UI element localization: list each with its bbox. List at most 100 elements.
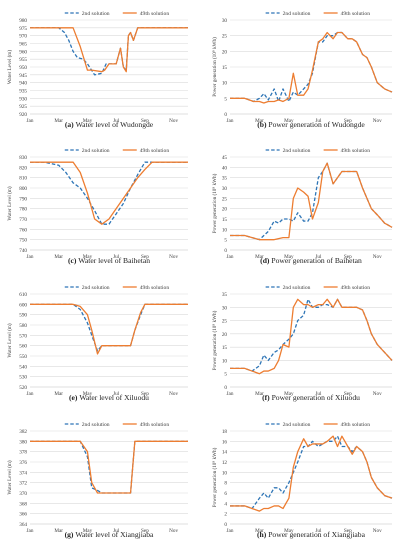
caption-text: Power generation of Xiluodu: [272, 393, 361, 402]
caption-text: Water level of Xiangjiaba: [75, 530, 154, 539]
x-tick-label: Nov: [373, 528, 382, 534]
legend-entry: 49th solution: [140, 422, 170, 428]
caption-letter: (f): [262, 393, 272, 402]
x-tick-label: Jan: [27, 391, 34, 397]
x-tick-label: Mar: [255, 391, 264, 397]
y-axis-label: Power generation (10⁸ kWh): [211, 447, 218, 507]
y-axis-label: Water Level (m): [6, 460, 13, 494]
y-tick-label: 945: [19, 73, 27, 79]
legend-entry: 49th solution: [341, 285, 371, 291]
y-tick-label: 0: [224, 385, 227, 391]
x-tick-label: Nov: [373, 391, 382, 397]
series-line-solution-2: [30, 303, 188, 352]
x-tick-label: Sep: [344, 528, 352, 534]
y-tick-label: 800: [19, 186, 27, 192]
x-tick-label: Mar: [255, 528, 264, 534]
chart-panel-h: 0 2 4 6 8 10 12 14 16 18 Jan Mar May Jul Sep Nov Power g…: [211, 422, 393, 539]
x-tick-label: May: [284, 528, 294, 534]
series-line-solution-49: [230, 435, 393, 512]
legend-entry: 2nd solution: [283, 285, 311, 291]
y-tick-label: 810: [19, 176, 27, 182]
caption-letter: (g): [65, 530, 76, 539]
x-tick-label: May: [83, 528, 93, 534]
legend-entry: 2nd solution: [82, 11, 110, 17]
y-tick-label: 570: [19, 333, 27, 339]
y-tick-label: 376: [19, 460, 27, 466]
x-tick-label: May: [83, 118, 93, 124]
series-line-solution-2: [230, 435, 393, 510]
y-tick-label: 25: [222, 34, 228, 40]
y-tick-label: 530: [19, 375, 27, 381]
x-tick-label: Jul: [315, 528, 322, 534]
y-tick-label: 960: [19, 49, 27, 55]
y-tick-label: 15: [222, 65, 228, 71]
x-tick-label: Jul: [315, 254, 322, 260]
legend-entry: 49th solution: [140, 11, 170, 17]
y-tick-label: 4: [224, 501, 227, 507]
caption-letter: (h): [257, 530, 268, 539]
x-tick-label: Sep: [141, 528, 149, 534]
y-tick-label: 18: [222, 429, 228, 435]
legend-entry: 2nd solution: [283, 11, 311, 17]
x-tick-label: Jul: [315, 118, 322, 124]
y-tick-label: 930: [19, 96, 27, 102]
y-tick-label: 15: [222, 345, 228, 351]
caption-letter: (c): [68, 256, 78, 265]
y-tick-label: 970: [19, 34, 27, 40]
y-tick-label: 378: [19, 450, 27, 456]
y-tick-label: 5: [224, 238, 227, 244]
y-tick-label: 10: [222, 470, 228, 476]
y-axis-label: Water Level (m): [6, 50, 13, 84]
series-line-solution-49: [30, 27, 188, 73]
x-tick-label: Jan: [227, 391, 234, 397]
y-tick-label: 740: [19, 248, 27, 254]
y-tick-label: 10: [222, 227, 228, 233]
x-tick-label: Mar: [54, 118, 63, 124]
panel-caption: (c) Water level of Baihetan: [68, 256, 150, 265]
x-tick-label: Sep: [344, 391, 352, 397]
y-axis-label: Power generation (10⁸ kWh): [211, 173, 218, 233]
y-tick-label: 560: [19, 344, 27, 350]
y-tick-label: 920: [19, 112, 27, 118]
caption-text: Water level of Xiluodu: [79, 393, 149, 402]
y-tick-label: 30: [222, 18, 228, 24]
x-tick-label: Jul: [113, 391, 120, 397]
legend-entry: 49th solution: [341, 148, 371, 154]
y-tick-label: 45: [222, 155, 228, 161]
x-tick-label: Sep: [141, 254, 149, 260]
y-tick-label: 925: [19, 104, 27, 110]
y-tick-label: 980: [19, 18, 27, 24]
chart-panel-c: 740 750 760 770 780 790 800 810 820 830 Jan Mar May J…: [6, 148, 188, 265]
y-tick-label: 6: [224, 491, 227, 497]
x-tick-label: Jan: [227, 528, 234, 534]
y-tick-label: 760: [19, 227, 27, 233]
y-tick-label: 790: [19, 196, 27, 202]
y-tick-label: 5: [224, 372, 227, 378]
x-tick-label: Jul: [113, 254, 120, 260]
x-tick-label: Jan: [27, 528, 34, 534]
y-tick-label: 610: [19, 292, 27, 298]
panel-caption: (a) Water level of Wudongde: [65, 120, 154, 129]
x-tick-label: Nov: [169, 391, 178, 397]
chart-panel-f: 0 5 10 15 20 25 30 35 Jan Mar May Jul Sep Nov Power ge…: [211, 285, 393, 402]
chart-panel-b: 0 5 10 15 20 25 30 Jan Mar May Jul Sep Nov Power gene…: [211, 11, 393, 129]
y-tick-label: 830: [19, 155, 27, 161]
series-line-solution-49: [230, 298, 393, 375]
y-tick-label: 20: [222, 332, 228, 338]
y-tick-label: 10: [222, 81, 228, 87]
chart-panel-e: 520 530 540 550 560 570 580 590 600 610 Jan Mar May J…: [6, 285, 188, 402]
legend-entry: 49th solution: [341, 422, 371, 428]
x-tick-label: Sep: [344, 254, 352, 260]
x-tick-label: Nov: [373, 254, 382, 260]
legend-entry: 49th solution: [140, 148, 170, 154]
y-tick-label: 0: [224, 248, 227, 254]
caption-letter: (b): [257, 120, 268, 129]
y-tick-label: 364: [19, 522, 27, 528]
panel-caption: (b) Power generation of Wudongde: [257, 120, 365, 129]
y-tick-label: 382: [19, 429, 27, 435]
y-tick-label: 780: [19, 207, 27, 213]
legend-entry: 2nd solution: [82, 422, 110, 428]
x-tick-label: Mar: [54, 254, 63, 260]
panel-caption: (h) Power generation of Xiangjiaba: [257, 530, 366, 539]
